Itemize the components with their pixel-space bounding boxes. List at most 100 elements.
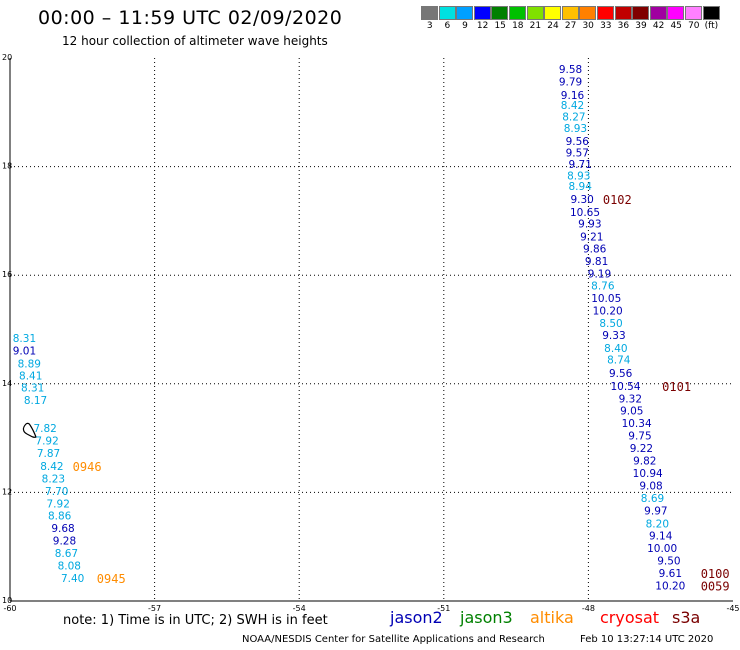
wave-height-label: 8.76	[591, 281, 615, 293]
color-scale-swatch	[632, 6, 650, 20]
color-scale-label: 45	[670, 21, 682, 31]
legend-jason2: jason2	[390, 608, 443, 627]
wave-height-label: 9.61	[659, 568, 682, 580]
legend-s3a: s3a	[672, 608, 701, 627]
wave-height-label: 9.30	[570, 194, 593, 206]
color-scale-label: 27	[564, 21, 577, 31]
color-scale-label: 42	[652, 21, 665, 31]
color-scale-label: 30	[582, 21, 594, 31]
color-scale-swatch	[526, 6, 544, 20]
legend-jason3: jason3	[460, 608, 513, 627]
wave-height-label: 8.67	[55, 548, 78, 560]
wave-height-label: 9.75	[628, 430, 651, 442]
x-tick-label: -48	[582, 604, 595, 613]
wave-height-label: 8.40	[604, 343, 627, 355]
y-tick-label: 14	[2, 379, 12, 388]
time-label: 0946	[73, 460, 102, 474]
wave-height-label: 8.41	[19, 371, 42, 383]
color-scale-swatch	[614, 6, 632, 20]
color-scale-label: 18	[512, 21, 524, 31]
color-scale-swatch	[473, 6, 491, 20]
time-label: 0102	[603, 193, 632, 207]
wave-height-label: 8.89	[18, 359, 41, 371]
wave-height-label: 8.20	[646, 518, 669, 530]
color-scale-label: 15	[494, 21, 506, 31]
chart-title: 00:00 – 11:59 UTC 02/09/2020	[38, 7, 343, 29]
color-scale-label: 33	[600, 21, 612, 31]
x-tick-label: -54	[293, 604, 306, 613]
time-label: 0945	[97, 572, 126, 586]
wave-height-label: 7.82	[33, 423, 56, 435]
legend-altika: altika	[530, 608, 574, 627]
wave-height-label: 9.19	[588, 269, 611, 281]
wave-height-label: 7.40	[61, 573, 84, 585]
wave-height-label: 9.32	[619, 393, 642, 405]
wave-height-label: 7.70	[45, 486, 68, 498]
color-scale-swatch	[509, 6, 526, 20]
color-scale-label: (ft)	[704, 21, 719, 31]
color-scale-label: 6	[444, 21, 451, 31]
x-tick-label: -45	[726, 604, 739, 613]
wave-height-label: 9.05	[620, 405, 643, 417]
color-scale-swatch	[649, 6, 667, 20]
wave-height-label: 9.97	[644, 505, 667, 517]
coastline-outline	[22, 422, 37, 438]
wave-height-label: 10.65	[570, 207, 600, 219]
wave-height-label: 9.21	[580, 232, 603, 244]
time-label: 0101	[662, 380, 691, 394]
wave-height-label: 9.81	[585, 256, 608, 268]
wave-height-label: 9.71	[569, 159, 592, 171]
wave-height-label: 9.58	[559, 64, 582, 76]
wave-height-label: 9.68	[51, 523, 74, 535]
color-scale-label: 3	[426, 21, 433, 31]
wave-height-label: 9.56	[566, 136, 590, 148]
wave-height-label: 10.54	[610, 381, 640, 393]
color-scale-label: 70	[688, 21, 700, 31]
wave-height-label: 10.00	[647, 543, 677, 555]
wave-height-label: 9.16	[561, 90, 585, 102]
color-scale-swatch	[702, 6, 720, 20]
wave-height-label: 8.93	[567, 170, 590, 182]
time-label: 0100	[701, 567, 730, 581]
wave-height-label: 9.28	[53, 536, 76, 548]
color-scale-swatch	[597, 6, 614, 20]
wave-height-label: 7.87	[37, 448, 60, 460]
wave-height-label: 9.08	[639, 480, 662, 492]
legend-cryosat: cryosat	[600, 608, 660, 627]
y-tick-label: 16	[2, 270, 12, 279]
color-scale-swatch	[685, 6, 702, 20]
color-scale-label: 36	[617, 21, 630, 31]
color-scale-label: 21	[529, 21, 542, 31]
color-scale-swatch	[421, 6, 438, 20]
wave-height-label: 10.94	[633, 468, 663, 480]
wave-height-label: 9.14	[649, 530, 673, 542]
y-tick-label: 18	[2, 162, 12, 171]
color-scale-label: 12	[476, 21, 489, 31]
color-scale-label: 39	[635, 21, 647, 31]
chart-subtitle: 12 hour collection of altimeter wave hei…	[62, 34, 328, 48]
wave-height-label: 10.20	[593, 305, 623, 317]
color-scale-label: 9	[462, 21, 468, 31]
wave-height-label: 8.50	[599, 318, 622, 330]
wave-height-label: 8.42	[40, 461, 63, 473]
wave-height-label: 9.56	[609, 368, 633, 380]
color-scale-label: 24	[547, 21, 559, 31]
wave-height-label: 7.92	[35, 435, 58, 447]
y-tick-label: 20	[2, 53, 12, 62]
satellite-legend: jason2 jason3 altika cryosat s3a	[0, 608, 740, 630]
wave-height-label: 7.92	[47, 498, 70, 510]
wave-height-label: 8.93	[564, 123, 587, 135]
wave-height-label: 9.22	[630, 443, 653, 455]
generated-timestamp: Feb 10 13:27:14 UTC 2020	[580, 634, 714, 645]
wave-height-label: 8.94	[569, 181, 593, 193]
color-scale-swatch	[491, 6, 509, 20]
color-scale-swatch	[579, 6, 597, 20]
wave-height-label: 8.23	[42, 473, 65, 485]
x-tick-label: -57	[148, 604, 161, 613]
y-tick-label: 10	[2, 596, 12, 605]
wave-height-label: 10.20	[655, 580, 685, 592]
wave-height-label: 9.50	[657, 555, 680, 567]
wave-height-label: 10.05	[591, 293, 621, 305]
wave-height-label: 9.82	[633, 455, 656, 467]
